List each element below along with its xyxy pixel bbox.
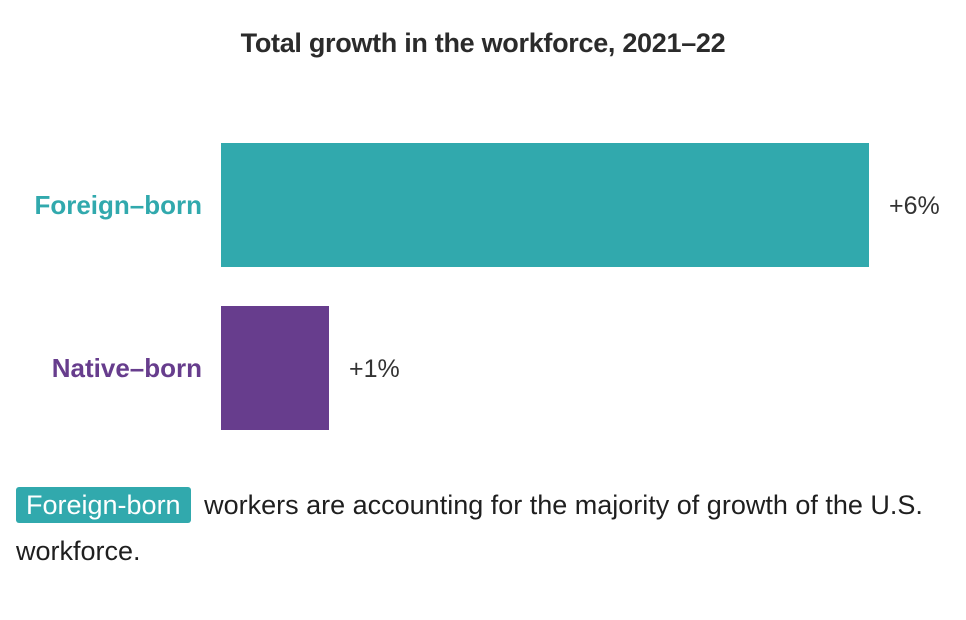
- bar-1: [221, 306, 329, 430]
- value-label-0: +6%: [889, 192, 940, 220]
- chart-title: Total growth in the workforce, 2021–22: [240, 28, 726, 58]
- caption-highlight: Foreign-born: [16, 487, 191, 523]
- category-label-1: Native–born: [52, 353, 202, 383]
- bar-0: [221, 143, 869, 267]
- value-label-1: +1%: [349, 355, 400, 383]
- caption-text: workers are accounting for the majority …: [16, 490, 923, 566]
- category-label-0: Foreign–born: [34, 190, 202, 220]
- chart-caption: Foreign-born workers are accounting for …: [16, 482, 946, 574]
- bar-chart: Foreign–born +6% Native–born +1%: [34, 143, 940, 430]
